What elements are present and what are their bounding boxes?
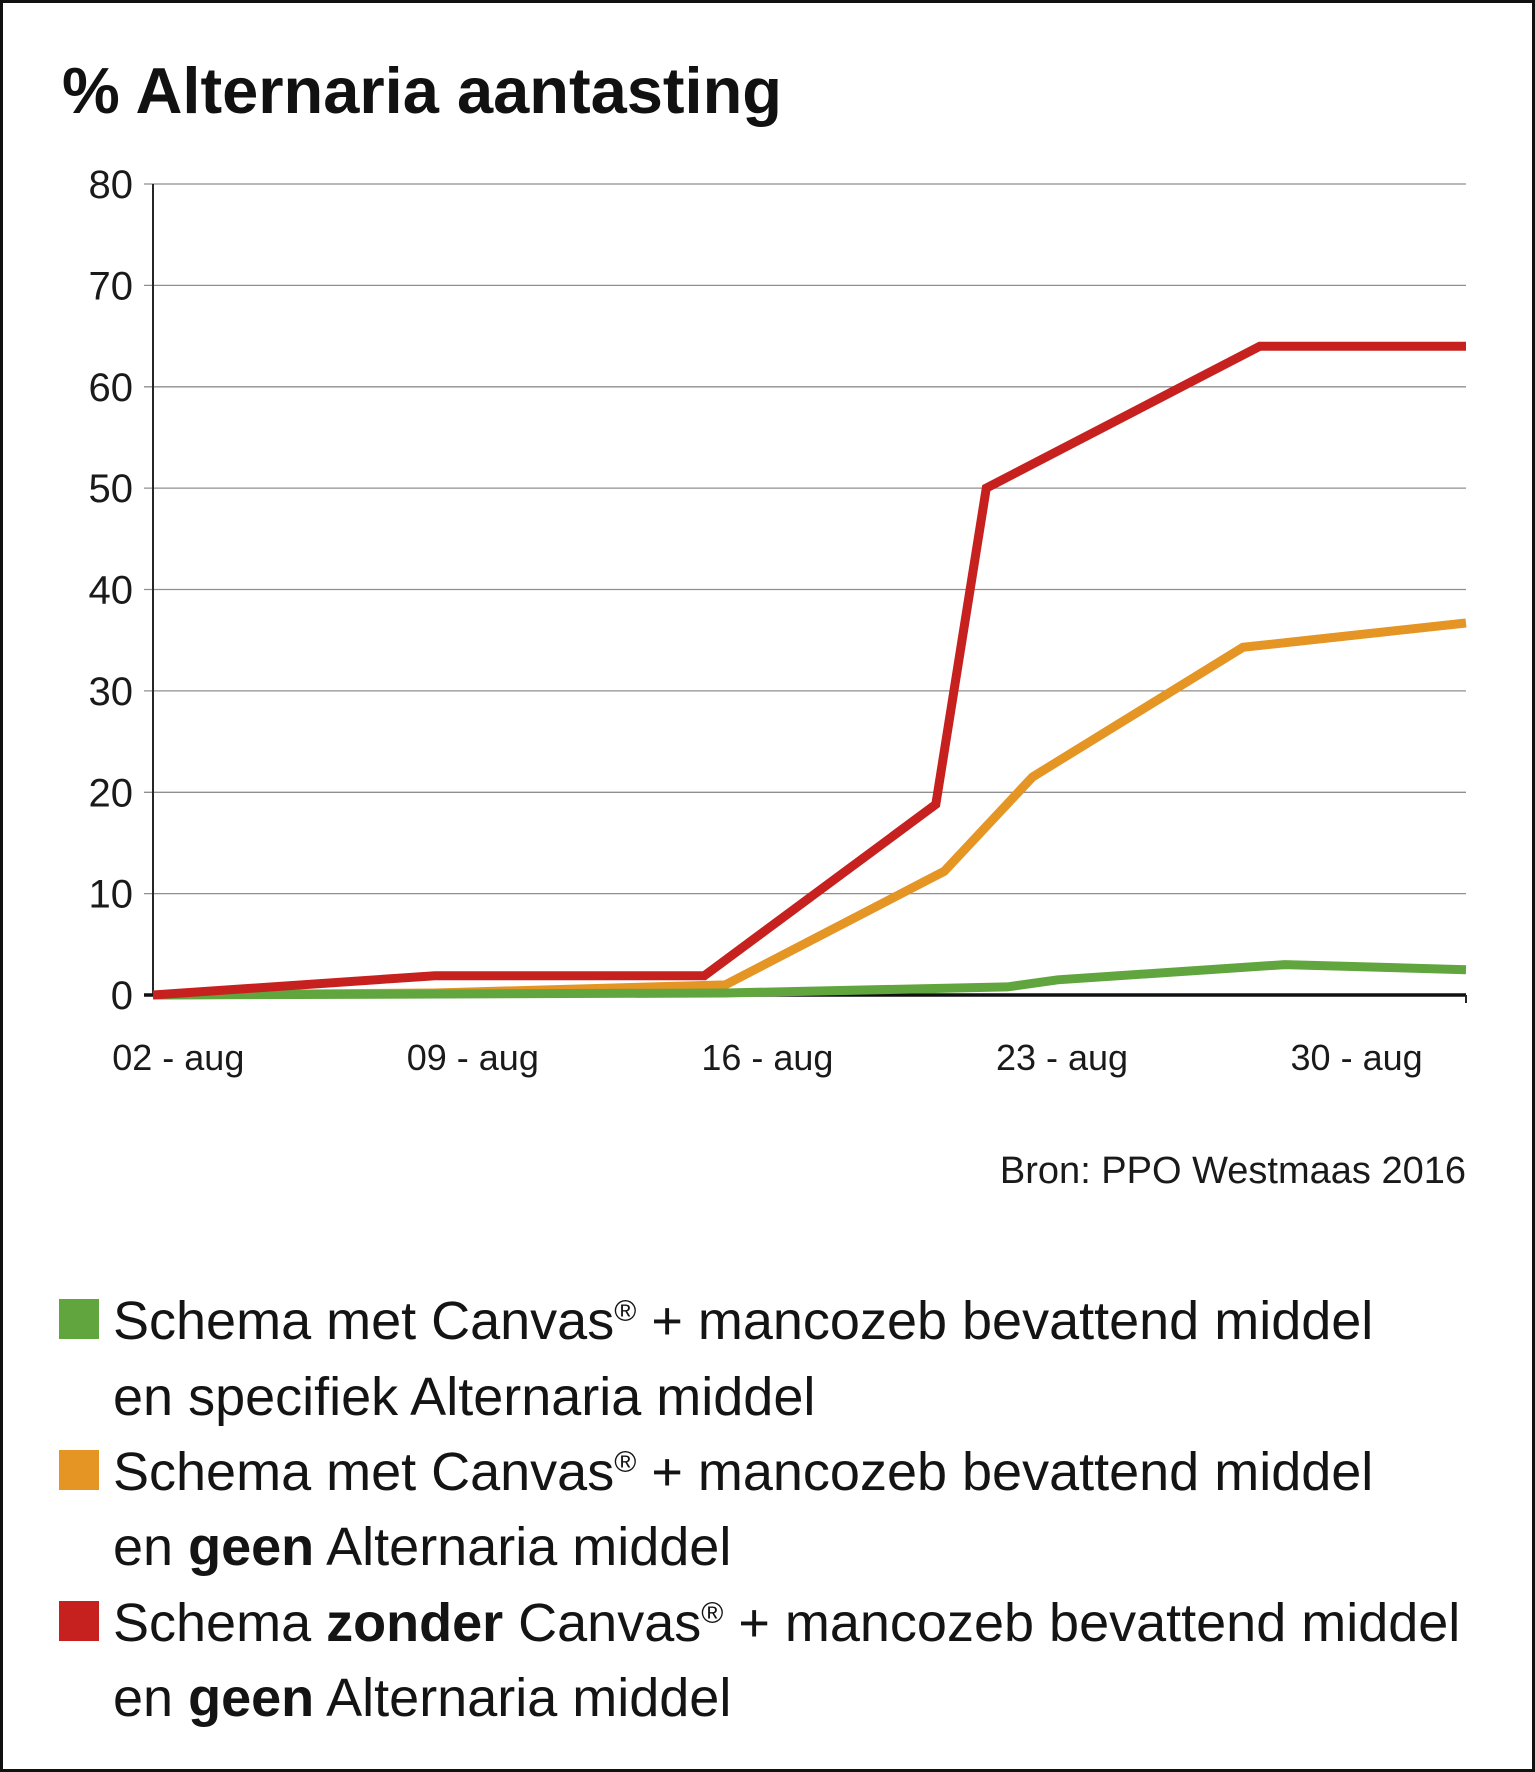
- legend-item-orange: Schema met Canvas® + mancozeb bevattend …: [59, 1442, 1373, 1577]
- x-tick-label-23: 23 - aug: [996, 1037, 1128, 1078]
- chart-title: % Alternaria aantasting: [62, 54, 782, 127]
- legend-text-segment: + mancozeb bevattend middel: [636, 1442, 1373, 1502]
- legend: Schema met Canvas® + mancozeb bevattend …: [59, 1291, 1460, 1728]
- legend-text-segment: Alternaria middel: [314, 1668, 731, 1728]
- legend-text-segment: Schema met Canvas: [113, 1291, 614, 1351]
- legend-text-segment: en: [113, 1668, 188, 1728]
- legend-red-line-1: Schema zonder Canvas® + mancozeb bevatte…: [113, 1593, 1460, 1653]
- green-series-line: [152, 960, 1467, 1000]
- y-tick-labels: 0 10 20 30 40 50 60 70 80: [89, 163, 134, 1018]
- x-tick-label-9: 09 - aug: [407, 1037, 539, 1078]
- legend-item-green: Schema met Canvas® + mancozeb bevattend …: [59, 1291, 1373, 1427]
- y-tick-label-60: 60: [89, 366, 134, 410]
- legend-text-segment: + mancozeb bevattend middel: [636, 1291, 1373, 1351]
- x-tick-label-2: 02 - aug: [112, 1037, 244, 1078]
- y-tick-label-50: 50: [89, 467, 134, 511]
- legend-green-line-2: en specifiek Alternaria middel: [113, 1367, 815, 1427]
- y-tick-label-20: 20: [89, 771, 134, 815]
- red-series-line: [152, 341, 1466, 1000]
- legend-orange-line-2: en geen Alternaria middel: [113, 1517, 731, 1577]
- registered-mark: ®: [701, 1597, 723, 1630]
- legend-swatch-green: [59, 1299, 99, 1339]
- y-tick-label-0: 0: [111, 974, 133, 1018]
- y-tick-label-10: 10: [89, 873, 134, 917]
- x-tick-label-16: 16 - aug: [701, 1037, 833, 1078]
- y-tick-label-70: 70: [89, 264, 134, 308]
- gridlines: [144, 183, 1466, 895]
- legend-red-line-2: en geen Alternaria middel: [113, 1668, 731, 1728]
- legend-text-segment: en specifiek Alternaria middel: [113, 1367, 815, 1427]
- y-tick-label-40: 40: [89, 569, 134, 613]
- legend-text-segment: Schema met Canvas: [113, 1442, 614, 1502]
- legend-swatch-orange: [59, 1450, 99, 1490]
- legend-text-segment: + mancozeb bevattend middel: [723, 1593, 1460, 1653]
- legend-item-red: Schema zonder Canvas® + mancozeb bevatte…: [59, 1593, 1460, 1728]
- series-lines: [152, 341, 1467, 1000]
- legend-text-segment: Schema: [113, 1593, 326, 1653]
- y-tick-label-80: 80: [89, 163, 134, 207]
- registered-mark: ®: [614, 1446, 636, 1479]
- legend-text-segment: Alternaria middel: [314, 1517, 731, 1577]
- registered-mark: ®: [614, 1295, 636, 1328]
- legend-emphasis: geen: [188, 1668, 314, 1728]
- source-note: Bron: PPO Westmaas 2016: [1000, 1150, 1466, 1192]
- legend-text-segment: Canvas: [503, 1593, 701, 1653]
- x-tick-labels: 02 - aug 09 - aug 16 - aug 23 - aug 30 - aug: [112, 1037, 1422, 1078]
- y-tick-label-30: 30: [89, 670, 134, 714]
- legend-green-line-1: Schema met Canvas® + mancozeb bevattend …: [113, 1291, 1373, 1351]
- legend-emphasis: zonder: [326, 1593, 503, 1653]
- legend-orange-line-1: Schema met Canvas® + mancozeb bevattend …: [113, 1442, 1373, 1502]
- legend-emphasis: geen: [188, 1517, 314, 1577]
- legend-swatch-red: [59, 1601, 99, 1641]
- x-tick-label-30: 30 - aug: [1291, 1037, 1423, 1078]
- legend-text-segment: en: [113, 1517, 188, 1577]
